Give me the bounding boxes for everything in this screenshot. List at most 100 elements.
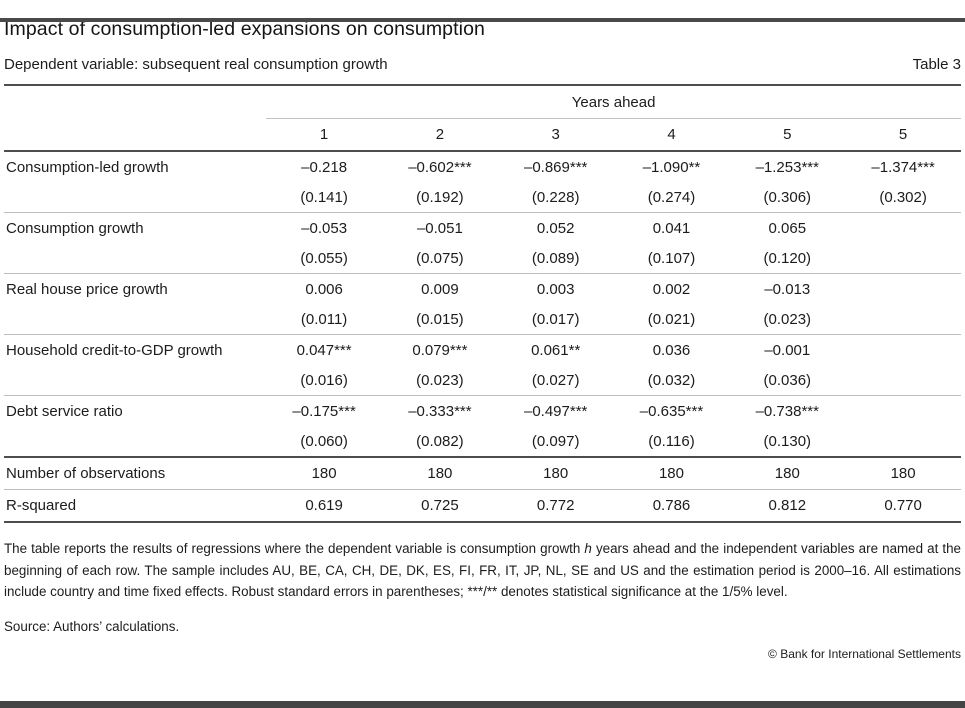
- se-cell: (0.116): [648, 433, 695, 450]
- empty-label-cell: [4, 427, 266, 457]
- se-cell: (0.228): [531, 189, 580, 206]
- se-cell: (0.082): [416, 433, 464, 450]
- group-header-row: Years ahead: [4, 85, 961, 119]
- se-cell: (0.023): [763, 311, 812, 328]
- coef-cell: –1.253***: [755, 159, 819, 176]
- coef-cell: –1.374***: [871, 159, 935, 176]
- coef-cell: [845, 212, 961, 244]
- table-row-std-errors: (0.060) (0.082) (0.097) (0.116) (0.130): [4, 427, 961, 457]
- se-cell: (0.120): [763, 250, 812, 267]
- col-header-5: 5: [729, 118, 846, 152]
- coef-cell: –0.053: [266, 212, 382, 244]
- value-cell: 180: [613, 456, 730, 490]
- coef-cell: –0.333***: [382, 395, 498, 427]
- se-cell: (0.141): [300, 189, 348, 206]
- row-label: Number of observations: [4, 456, 267, 490]
- se-cell: (0.075): [416, 250, 464, 267]
- coef-cell: –0.869***: [523, 159, 588, 176]
- se-cell: (0.107): [647, 250, 696, 267]
- coef-cell: [845, 395, 961, 427]
- value-cell: 180: [729, 456, 846, 490]
- coef-cell: –0.602***: [408, 159, 472, 176]
- se-cell: (0.017): [531, 311, 580, 328]
- coef-cell: –0.013: [729, 273, 846, 305]
- coef-cell: –0.175***: [266, 395, 382, 427]
- se-cell: (0.302): [879, 189, 927, 206]
- table-row: Debt service ratio –0.175*** –0.333*** –0.4…: [4, 395, 961, 427]
- coef-cell: –0.051: [382, 212, 498, 244]
- se-cell: (0.192): [416, 189, 464, 206]
- row-label: Consumption growth: [4, 212, 267, 244]
- value-cell: 180: [497, 456, 614, 490]
- bottom-rule: [0, 701, 965, 708]
- coef-cell: 0.036: [613, 334, 730, 366]
- coef-cell: 0.009: [382, 273, 498, 305]
- table-row-std-errors: (0.055) (0.075) (0.089) (0.107) (0.120): [4, 244, 961, 274]
- se-cell: (0.023): [416, 372, 464, 389]
- coef-cell: –0.497***: [497, 395, 614, 427]
- row-label: Household credit-to-GDP growth: [4, 334, 267, 366]
- col-header-2: 2: [382, 118, 498, 152]
- empty-label-cell: [4, 244, 266, 274]
- years-ahead-header: Years ahead: [266, 85, 961, 119]
- se-cell: (0.306): [763, 189, 812, 206]
- se-cell: [845, 305, 961, 335]
- source-note: Source: Authors’ calculations.: [4, 618, 180, 634]
- coef-cell: 0.002: [613, 273, 730, 305]
- copyright-note: © Bank for International Settlements: [768, 646, 961, 661]
- coef-cell: –0.635***: [613, 395, 730, 427]
- col-header-4: 4: [613, 118, 730, 152]
- empty-corner-cell: [4, 118, 267, 152]
- value-cell: 180: [845, 456, 961, 490]
- coef-cell: 0.006: [266, 273, 382, 305]
- value-cell: 0.619: [266, 489, 382, 522]
- value-cell: 180: [266, 456, 382, 490]
- table-number: Table 3: [912, 56, 961, 73]
- coef-cell: 0.041: [613, 212, 730, 244]
- coef-cell: 0.003: [497, 273, 614, 305]
- coef-cell: 0.079***: [382, 334, 498, 366]
- se-cell: (0.027): [531, 372, 580, 389]
- table-row-std-errors: (0.016) (0.023) (0.027) (0.032) (0.036): [4, 366, 961, 396]
- se-cell: (0.016): [300, 372, 348, 389]
- empty-label-cell: [4, 305, 266, 335]
- table-row-std-errors: (0.011) (0.015) (0.017) (0.021) (0.023): [4, 305, 961, 335]
- se-cell: (0.060): [300, 433, 348, 450]
- footnote-text: years ahead and the independent variable…: [4, 541, 962, 600]
- empty-label-cell: [4, 366, 266, 396]
- empty-corner-cell: [4, 85, 266, 119]
- summary-row: R-squared 0.619 0.725 0.772 0.786 0.812 0.770: [4, 489, 961, 522]
- row-label: Debt service ratio: [4, 395, 267, 427]
- table-footnote: The table reports the results of regress…: [4, 538, 961, 603]
- coef-cell: 0.047***: [266, 334, 382, 366]
- table-row: Real house price growth 0.006 0.009 0.003 0.…: [4, 273, 961, 305]
- se-cell: [845, 427, 961, 457]
- row-label: R-squared: [4, 489, 267, 522]
- subtitle-row: Dependent variable: subsequent real cons…: [4, 56, 961, 73]
- page-title: Impact of consumption-led expansions on …: [4, 18, 485, 40]
- se-cell: (0.130): [763, 433, 812, 450]
- top-rule: [0, 18, 965, 22]
- row-label: Real house price growth: [4, 273, 267, 305]
- footnote-italic-variable: h: [584, 541, 592, 556]
- value-cell: 180: [382, 456, 498, 490]
- se-cell: (0.036): [763, 372, 812, 389]
- coef-cell: 0.065: [729, 212, 846, 244]
- value-cell: 0.725: [382, 489, 498, 522]
- table-row-std-errors: (0.141) (0.192) (0.228) (0.274) (0.306) (0.30…: [4, 183, 961, 213]
- se-cell: (0.021): [647, 311, 696, 328]
- se-cell: [845, 366, 961, 396]
- footnote-text: The table reports the results of regress…: [4, 541, 585, 556]
- se-cell: (0.032): [647, 372, 696, 389]
- summary-row: Number of observations 180 180 180 180 180 180: [4, 456, 961, 490]
- se-cell: (0.055): [300, 250, 348, 267]
- value-cell: 0.812: [729, 489, 846, 522]
- value-cell: 0.772: [497, 489, 614, 522]
- se-cell: (0.089): [531, 250, 580, 267]
- value-cell: 0.770: [845, 489, 961, 522]
- coef-cell: 0.061**: [497, 334, 614, 366]
- col-header-1: 1: [266, 118, 382, 152]
- page: Impact of consumption-led expansions on …: [0, 18, 965, 661]
